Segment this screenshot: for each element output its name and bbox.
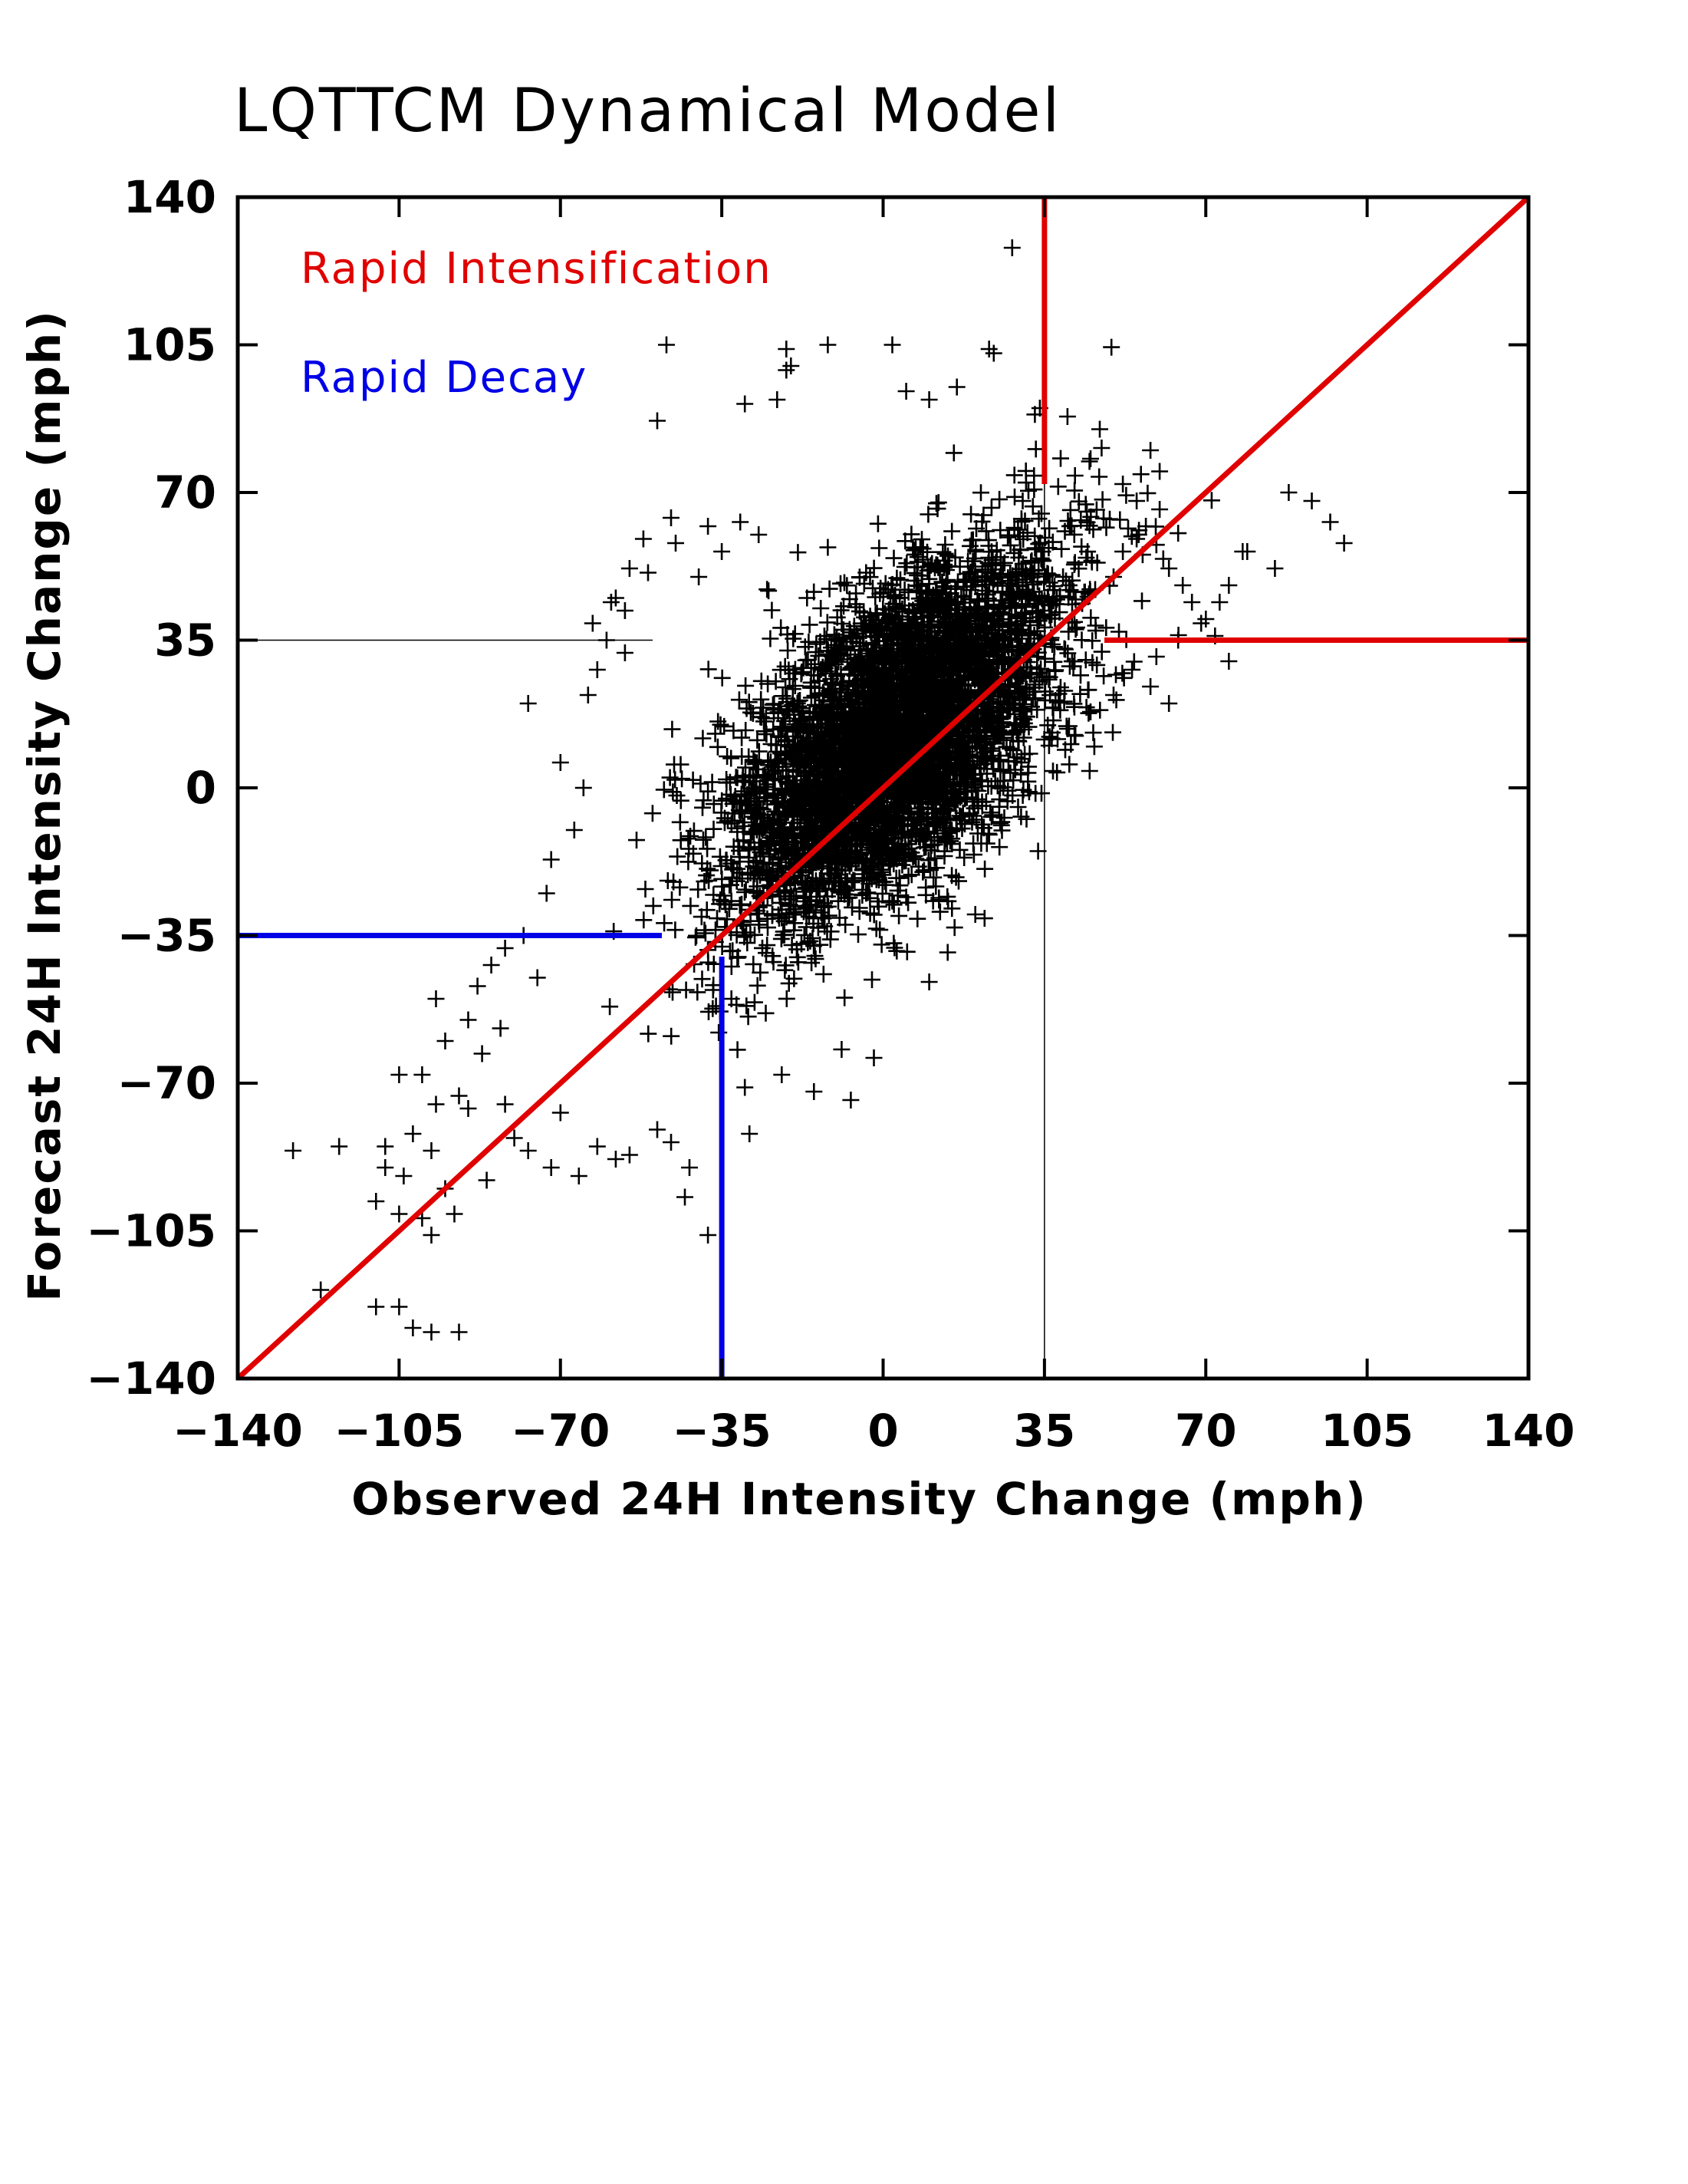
y-tick-label: 105 [123,319,216,371]
y-tick-label: 0 [186,762,216,814]
y-tick-label: 35 [154,614,216,667]
y-tick-label: −70 [117,1057,216,1109]
axis-ticks [236,196,1530,1380]
chart-title: LQTTCM Dynamical Model [234,77,1062,146]
x-tick-label: −140 [173,1405,303,1457]
y-tick-label: −35 [117,910,216,962]
x-tick-label: −105 [334,1405,465,1457]
y-tick-label: −105 [86,1205,216,1257]
x-tick-label: −70 [511,1405,610,1457]
legend-rapid-decay: Rapid Decay [301,353,588,403]
x-tick-label: 70 [1175,1405,1237,1457]
x-axis-label: Observed 24H Intensity Change (mph) [351,1473,1367,1525]
x-tick-label: 140 [1482,1405,1574,1457]
x-tick-label: 105 [1321,1405,1413,1457]
y-tick-label: −140 [86,1352,216,1405]
x-tick-label: 35 [1014,1405,1076,1457]
y-tick-labels: 140 105 70 35 0 −35 −70 −105 −140 [86,171,216,1405]
one-to-one-line [235,195,1531,1381]
y-axis-label: Forecast 24H Intensity Change (mph) [18,309,71,1302]
reference-lines [235,195,1531,1381]
x-tick-labels: −140 −105 −70 −35 0 35 70 105 140 [173,1405,1574,1457]
legend-rapid-intensification: Rapid Intensification [301,244,772,294]
x-tick-label: −35 [672,1405,771,1457]
x-tick-label: 0 [867,1405,898,1457]
scatter-markers [285,239,1353,1341]
scatter-points [285,239,1353,1341]
y-tick-label: 140 [123,171,216,223]
y-tick-label: 70 [154,466,216,519]
